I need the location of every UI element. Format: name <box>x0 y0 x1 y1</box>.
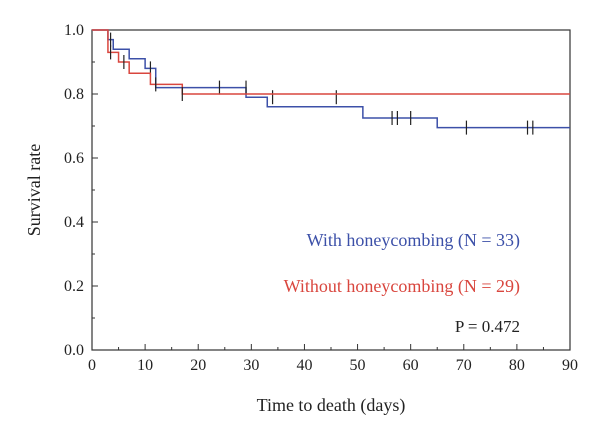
x-tick-label: 20 <box>190 357 206 374</box>
y-tick-label: 1.0 <box>64 22 84 39</box>
p-value-annotation: P = 0.472 <box>455 317 520 336</box>
y-tick-label: 0.2 <box>64 278 84 295</box>
y-tick-label: 0.6 <box>64 150 84 167</box>
legend-entry-with-honeycombing: With honeycombing (N = 33) <box>307 230 520 251</box>
survival-curve-1 <box>92 29 570 95</box>
x-tick-label: 10 <box>137 357 153 374</box>
y-tick-label: 0.8 <box>64 86 84 103</box>
axes: 0 10 20 30 40 50 60 70 80 90 0.0 0.2 0.4 0.6 0.8 1.0 <box>64 22 578 374</box>
series-0 <box>92 29 570 135</box>
x-tick-label: 80 <box>509 357 525 374</box>
x-tick-label: 60 <box>403 357 419 374</box>
series-1 <box>92 29 570 101</box>
x-tick-label: 90 <box>562 357 578 374</box>
x-tick-label: 40 <box>296 357 312 374</box>
x-tick-label: 30 <box>243 357 259 374</box>
x-axis-title: Time to death (days) <box>257 395 406 416</box>
series-group <box>92 29 570 135</box>
x-tick-label: 0 <box>88 357 96 374</box>
survival-curve-0 <box>92 29 570 129</box>
y-axis-title: Survival rate <box>24 144 44 236</box>
plot-frame <box>91 29 571 351</box>
x-tick-label: 50 <box>350 357 366 374</box>
legend-entry-without-honeycombing: Without honeycombing (N = 29) <box>284 276 520 297</box>
x-tick-label: 70 <box>456 357 472 374</box>
y-tick-label: 0.0 <box>64 342 84 359</box>
legend: With honeycombing (N = 33) Without honey… <box>284 230 520 336</box>
y-tick-label: 0.4 <box>64 214 84 231</box>
